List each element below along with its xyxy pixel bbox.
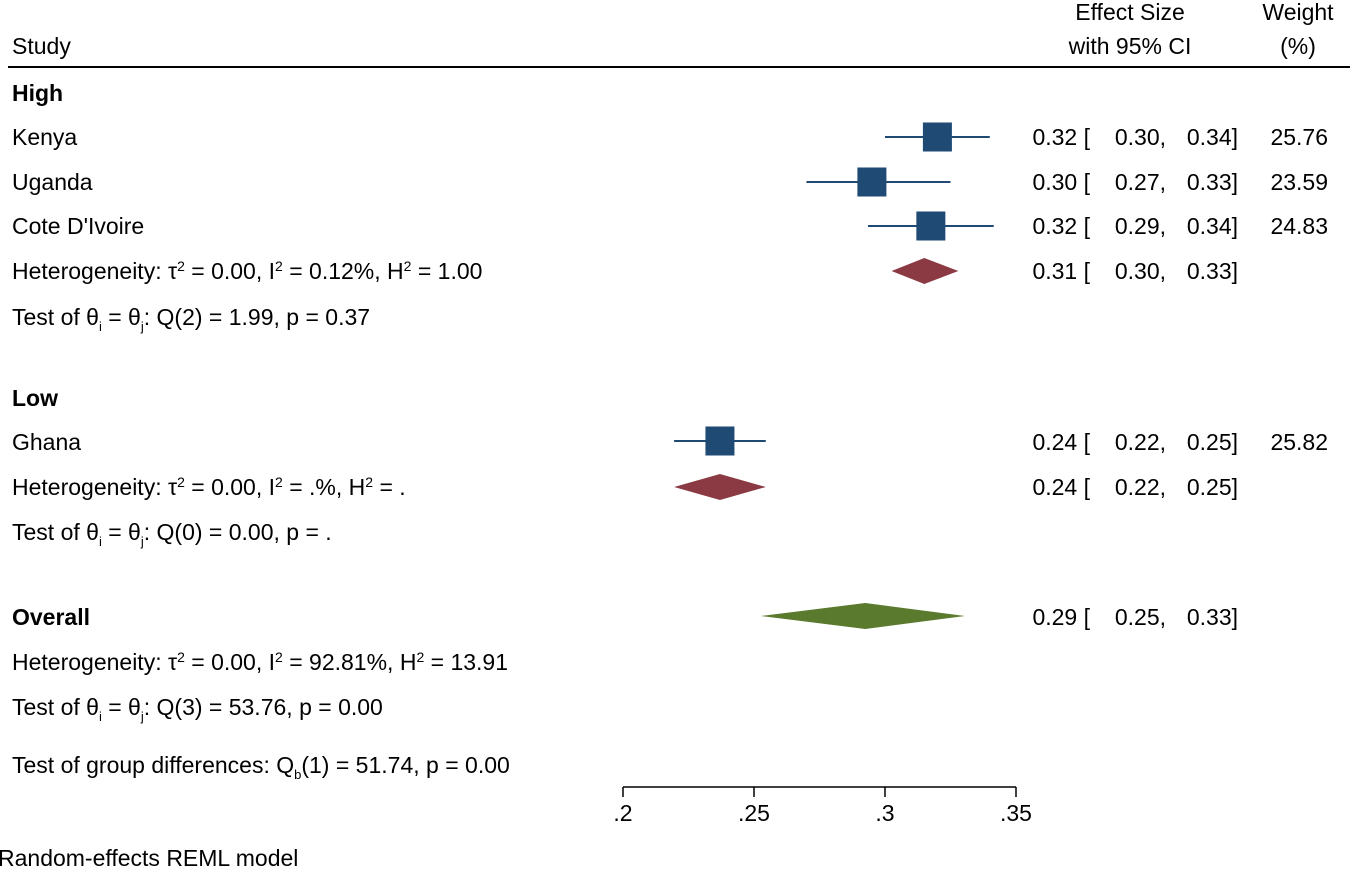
ci-lo-pooled-low: 0.22, bbox=[1114, 474, 1166, 500]
heterogeneity-overall: Heterogeneity: τ2 = 0.00, I2 = 92.81%, H… bbox=[12, 649, 509, 675]
es-uganda: 0.30 [ bbox=[1032, 169, 1090, 195]
ci-lo-ghana: 0.22, bbox=[1114, 429, 1166, 455]
footnote-model: Random-effects REML model bbox=[0, 845, 299, 871]
x-tick-label-2: .3 bbox=[875, 800, 894, 826]
header-study: Study bbox=[12, 33, 71, 59]
effect-marker-ghana bbox=[705, 426, 735, 456]
weight-kenya: 25.76 bbox=[1270, 124, 1328, 150]
ci-lo-cote-divoire: 0.29, bbox=[1114, 213, 1166, 239]
es-pooled-low: 0.24 [ bbox=[1032, 474, 1090, 500]
test-theta-overall: Test of θi = θj: Q(3) = 53.76, p = 0.00 bbox=[12, 694, 383, 724]
ci-lo-uganda: 0.27, bbox=[1114, 169, 1166, 195]
ci-hi-pooled-overall: 0.33] bbox=[1186, 604, 1238, 630]
header-effect-size-line2: with 95% CI bbox=[1068, 33, 1192, 59]
ci-hi-ghana: 0.25] bbox=[1186, 429, 1238, 455]
es-pooled-high: 0.31 [ bbox=[1032, 258, 1090, 284]
effect-marker-uganda bbox=[857, 167, 887, 197]
effect-marker-kenya bbox=[922, 122, 952, 152]
study-name-uganda: Uganda bbox=[12, 169, 93, 195]
es-cote-divoire: 0.32 [ bbox=[1032, 213, 1090, 239]
ci-lo-pooled-high: 0.30, bbox=[1114, 258, 1166, 284]
study-name-ghana: Ghana bbox=[12, 429, 82, 455]
header-weight-line1: Weight bbox=[1262, 0, 1334, 25]
overall-label: Overall bbox=[12, 604, 90, 630]
group-label-high: High bbox=[12, 80, 64, 106]
ci-hi-cote-divoire: 0.34] bbox=[1186, 213, 1238, 239]
pooled-diamond-low bbox=[674, 474, 766, 500]
test-theta-high: Test of θi = θj: Q(2) = 1.99, p = 0.37 bbox=[12, 304, 371, 334]
pooled-diamond-overall bbox=[760, 603, 965, 629]
ci-hi-pooled-low: 0.25] bbox=[1186, 474, 1238, 500]
x-tick-label-0: .2 bbox=[613, 800, 632, 826]
header-effect-size-line1: Effect Size bbox=[1075, 0, 1185, 25]
ci-hi-kenya: 0.34] bbox=[1186, 124, 1238, 150]
es-pooled-overall: 0.29 [ bbox=[1032, 604, 1090, 630]
heterogeneity-high: Heterogeneity: τ2 = 0.00, I2 = 0.12%, H2… bbox=[12, 258, 483, 284]
test-theta-low: Test of θi = θj: Q(0) = 0.00, p = . bbox=[12, 519, 332, 549]
weight-uganda: 23.59 bbox=[1270, 169, 1328, 195]
es-kenya: 0.32 [ bbox=[1032, 124, 1090, 150]
weight-cote-divoire: 24.83 bbox=[1270, 213, 1328, 239]
header-weight-line2: (%) bbox=[1280, 33, 1316, 59]
pooled-diamond-high bbox=[891, 258, 959, 284]
group-label-low: Low bbox=[12, 385, 58, 411]
effect-marker-cote-d-ivoire bbox=[916, 211, 946, 241]
x-tick-label-1: .25 bbox=[738, 800, 770, 826]
ci-hi-pooled-high: 0.33] bbox=[1186, 258, 1238, 284]
study-name-cote-divoire: Cote D'Ivoire bbox=[12, 213, 145, 239]
study-name-kenya: Kenya bbox=[12, 124, 78, 150]
ci-lo-pooled-overall: 0.25, bbox=[1114, 604, 1166, 630]
weight-ghana: 25.82 bbox=[1270, 429, 1328, 455]
es-ghana: 0.24 [ bbox=[1032, 429, 1090, 455]
x-tick-label-3: .35 bbox=[1000, 800, 1032, 826]
heterogeneity-low: Heterogeneity: τ2 = 0.00, I2 = .%, H2 = … bbox=[12, 474, 406, 500]
test-group-differences: Test of group differences: Qb(1) = 51.74… bbox=[12, 752, 510, 782]
ci-lo-kenya: 0.30, bbox=[1114, 124, 1166, 150]
ci-hi-uganda: 0.33] bbox=[1186, 169, 1238, 195]
